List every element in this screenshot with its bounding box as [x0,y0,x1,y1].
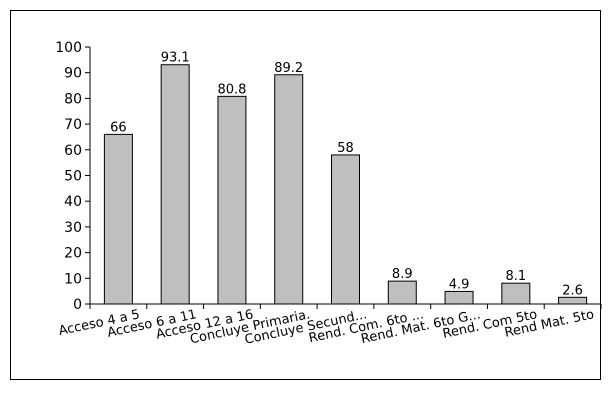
bar [444,290,474,305]
bar-data-label: 80.8 [217,82,246,97]
bar-data-label: 66 [110,120,127,135]
bar [103,133,133,305]
y-tick-label: 10 [64,271,82,287]
y-tick-label: 30 [64,220,82,236]
y-tick-label: 40 [64,194,82,210]
bar [501,282,531,305]
y-tick-label: 70 [64,117,82,133]
bar [387,280,417,305]
data-labels: 66 93.1 80.8 89.2 58 8.9 4.9 8.1 2.6 [110,51,583,299]
bar-data-label: 2.6 [562,283,583,298]
bar-data-label: 8.1 [505,269,526,284]
y-tick-label: 100 [55,40,82,56]
bar-data-label: 89.2 [274,61,303,76]
bar [217,95,247,305]
bar [331,154,360,305]
bar-data-label: 4.9 [449,277,470,292]
bar [274,74,304,305]
bars [103,64,588,305]
bar-data-label: 93.1 [161,51,190,66]
y-axis: 0 10 20 30 40 50 60 70 80 90 100 [55,40,91,313]
y-tick-label: 80 [64,91,82,107]
bar-data-label: 8.9 [392,267,413,282]
y-tick-label: 50 [64,169,82,185]
y-tick-label: 0 [73,297,82,313]
bar-data-label: 58 [337,141,354,156]
y-tick-label: 90 [64,66,82,82]
y-tick-label: 60 [64,143,82,159]
bar [160,64,190,305]
y-tick-label: 20 [64,246,82,262]
